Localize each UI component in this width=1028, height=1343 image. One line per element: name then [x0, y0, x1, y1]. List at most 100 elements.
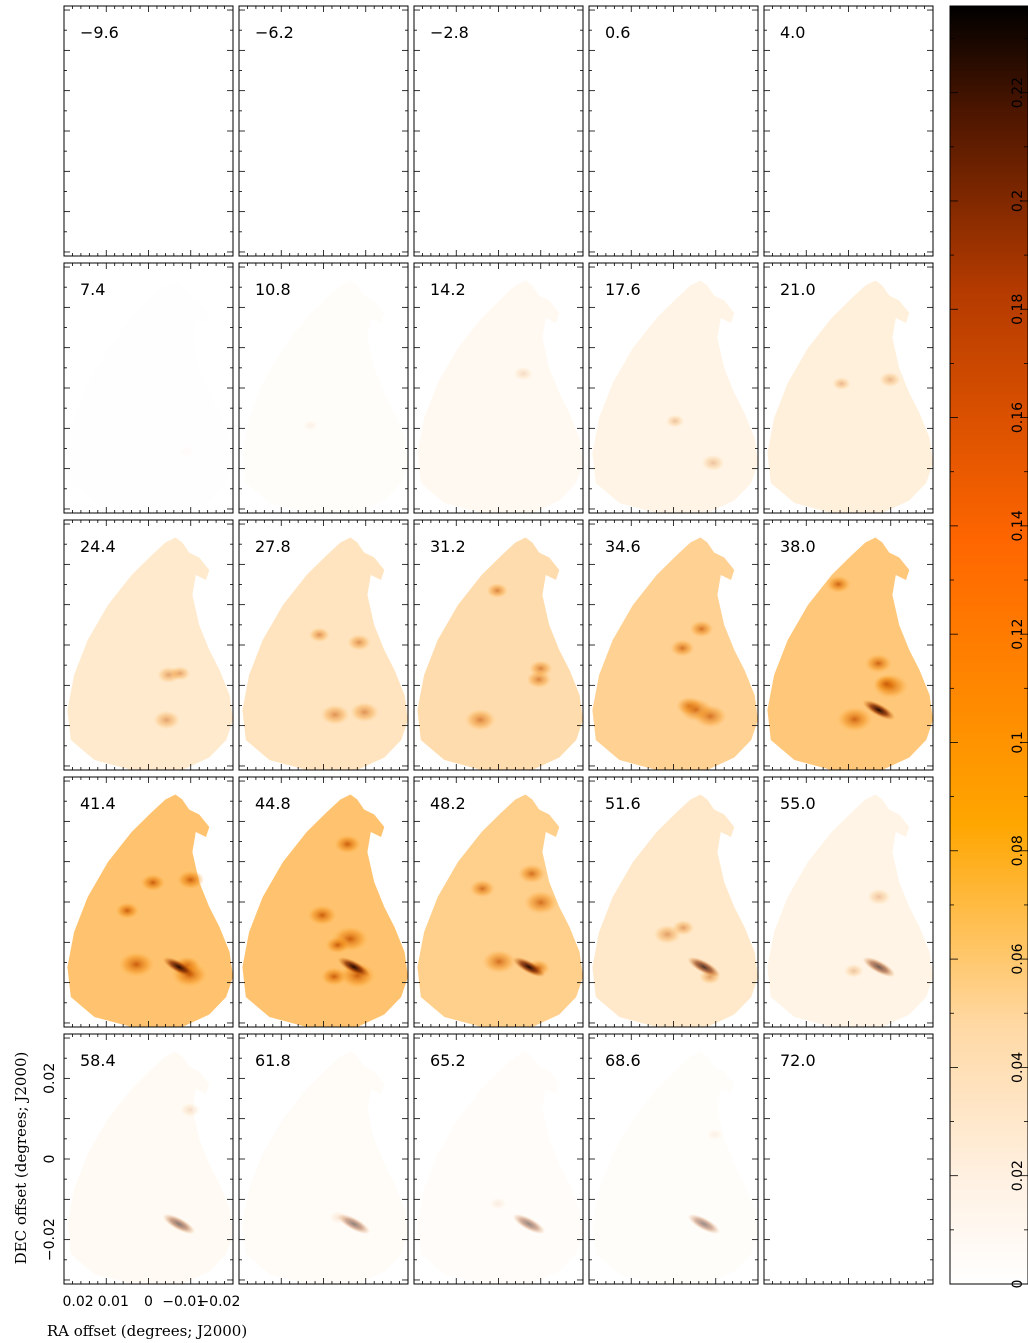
emission-clump — [178, 445, 195, 457]
velocity-label: 38.0 — [780, 537, 816, 556]
panel-background — [414, 1034, 583, 1284]
velocity-label: 7.4 — [80, 280, 105, 299]
velocity-label: 17.6 — [605, 280, 641, 299]
velocity-label: 4.0 — [780, 23, 805, 42]
channel-panel: 21.0 — [763, 262, 934, 514]
channel-panel: 44.8 — [238, 776, 409, 1028]
velocity-label: 34.6 — [605, 537, 641, 556]
emission-clump — [307, 904, 337, 926]
channel-panel: 7.4 — [63, 262, 234, 514]
emission-clump — [325, 936, 350, 954]
colorbar-tick-label: 0.16 — [1010, 402, 1026, 433]
y-axis-label: DEC offset (degrees; J2000) — [12, 1052, 30, 1265]
channel-panel: 65.2 — [413, 1033, 584, 1285]
colorbar-tick-label: 0.2 — [1010, 190, 1026, 212]
emission-clump — [176, 870, 205, 890]
channel-panel: 0.6 — [588, 5, 759, 257]
panel-background — [764, 1034, 933, 1284]
panel-background — [64, 1034, 233, 1284]
channel-panel: 68.6 — [588, 1033, 759, 1285]
emission-clump — [465, 709, 496, 731]
velocity-label: 31.2 — [430, 537, 466, 556]
velocity-label: 61.8 — [255, 1051, 291, 1070]
velocity-label: −9.6 — [80, 23, 119, 42]
emission-clump — [666, 414, 685, 428]
emission-clump — [670, 639, 695, 657]
velocity-label: 24.4 — [80, 537, 116, 556]
peak-emission — [512, 1214, 546, 1234]
emission-clump — [153, 710, 180, 730]
colorbar-frame — [949, 5, 1028, 1285]
channel-panel: 51.6 — [588, 776, 759, 1028]
channel-panel: −9.6 — [63, 5, 234, 257]
velocity-label: 21.0 — [780, 280, 816, 299]
colorbar-tick-label: 0.04 — [1010, 1052, 1026, 1083]
channel-panel: 72.0 — [763, 1033, 934, 1285]
channel-panel: 38.0 — [763, 519, 934, 771]
emission-clump — [482, 949, 516, 974]
velocity-label: 27.8 — [255, 537, 291, 556]
emission-clump — [844, 964, 864, 978]
colorbar-tick-label: 0 — [1010, 1280, 1026, 1289]
emission-region — [242, 280, 408, 513]
peak-emission — [687, 1214, 721, 1234]
channel-panel: 61.8 — [238, 1033, 409, 1285]
x-tick-label: −0.01 — [162, 1294, 205, 1310]
y-tick-label: −0.02 — [42, 1218, 58, 1261]
emission-clump — [705, 1128, 724, 1141]
emission-clump — [701, 454, 725, 471]
velocity-label: 0.6 — [605, 23, 630, 42]
y-tick-label: 0 — [42, 1155, 58, 1164]
channel-panel: 10.8 — [238, 262, 409, 514]
panels-layer: −9.6 −6.2 −2.8 0.6 4.0 7.4 10.8 14.2 17.6 21.0 24.… — [42, 5, 934, 1310]
peak-emission — [512, 957, 546, 977]
emission-clump — [350, 702, 379, 723]
emission-clump — [689, 620, 714, 638]
channel-panel: 58.40.02 0.01 0 −0.01−0.020.020−0.02 — [42, 1033, 240, 1310]
emission-clump — [118, 951, 155, 978]
channel-panel: 31.2 — [413, 519, 584, 771]
emission-clump — [486, 583, 508, 599]
panel-background — [239, 6, 408, 256]
colorbar-tick-label: 0.12 — [1010, 619, 1026, 650]
panel-background — [64, 6, 233, 256]
emission-region — [417, 280, 583, 513]
emission-region — [417, 537, 583, 770]
panel-background — [239, 1034, 408, 1284]
velocity-label: 51.6 — [605, 794, 641, 813]
peak-emission — [862, 957, 896, 977]
velocity-label: 48.2 — [430, 794, 466, 813]
channel-panel: 55.0 — [763, 776, 934, 1028]
x-tick-label: 0 — [144, 1294, 153, 1310]
emission-clump — [489, 1197, 507, 1210]
channel-panel: 48.2 — [413, 776, 584, 1028]
emission-clump — [334, 834, 362, 854]
velocity-label: 44.8 — [255, 794, 291, 813]
emission-clump — [826, 575, 851, 593]
velocity-label: 65.2 — [430, 1051, 466, 1070]
y-tick-label: 0.02 — [42, 1063, 58, 1094]
channel-panel: −2.8 — [413, 5, 584, 257]
velocity-label: 41.4 — [80, 794, 116, 813]
emission-clump — [524, 890, 558, 915]
channel-panel: −6.2 — [238, 5, 409, 257]
channel-panel: 14.2 — [413, 262, 584, 514]
panel-background — [764, 6, 933, 256]
emission-clump — [170, 666, 191, 681]
colorbar: 0 0.02 0.04 0.06 0.08 0.1 0.12 0.14 0.16 0.18 0.2 0… — [949, 5, 1028, 1289]
peak-emission — [687, 957, 721, 977]
velocity-label: −2.8 — [430, 23, 469, 42]
colorbar-tick-label: 0.1 — [1010, 731, 1026, 753]
channel-panel: 34.6 — [588, 519, 759, 771]
emission-clump — [873, 674, 900, 693]
x-axis-label: RA offset (degrees; J2000) — [47, 1322, 247, 1340]
emission-clump — [832, 377, 851, 391]
emission-clump — [513, 367, 533, 381]
velocity-label: 72.0 — [780, 1051, 816, 1070]
x-tick-label: 0.01 — [98, 1294, 129, 1310]
colorbar-tick-label: 0.06 — [1010, 943, 1026, 974]
colorbar-tick-label: 0.08 — [1010, 835, 1026, 866]
emission-clump — [140, 873, 166, 892]
colorbar-tick-label: 0.18 — [1010, 294, 1026, 325]
